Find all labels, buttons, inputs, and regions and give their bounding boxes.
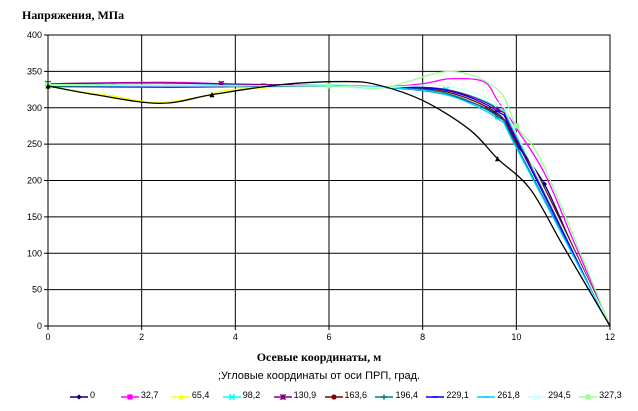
legend-label: 229,1 [446,390,469,400]
data-point [178,394,184,400]
y-tick-label: 100 [27,248,42,258]
legend-label: 0 [90,390,96,400]
data-point [534,393,541,401]
y-tick-label: 400 [27,30,42,40]
x-tick-label: 6 [326,332,331,342]
chart-axes [44,34,611,330]
y-tick-label: 50 [32,285,42,295]
legend-label: 98,2 [242,390,261,400]
y-tick-label: 150 [27,212,42,222]
legend-label: 261,8 [497,390,520,400]
chart-series [44,70,611,327]
data-point [541,181,548,187]
data-point [495,156,501,162]
series-line [47,80,611,327]
data-point [494,100,501,108]
x-tick-label: 8 [420,332,425,342]
series-2 [45,77,611,327]
y-tick-label: 250 [27,139,42,149]
data-point [330,394,337,400]
legend-swatch [375,394,394,400]
legend-swatch [171,394,190,400]
legend-swatch [579,394,598,400]
plot-area-border [47,34,611,327]
chart-legend: 0 32,7 65,4 98,2 130,9 163,6 196,4 229,1 261,8 29… [70,390,630,404]
legend-label: 327,3 [599,390,622,400]
legend-swatch [120,394,139,400]
y-tick-label: 350 [27,66,42,76]
x-tick-label: 4 [233,332,238,342]
legend-swatch [324,394,343,400]
legend-swatch [477,396,496,398]
chart-gridlines [47,34,611,327]
legend-swatch [426,396,445,398]
legend-label: 196,4 [395,390,418,400]
data-point [513,123,519,129]
chart-tick-labels: 0 50 100 150 200 250 300 350 400 0 2 4 6 8 10 12 [27,30,615,342]
data-point [127,394,133,400]
y-tick-label: 200 [27,176,42,186]
legend-label: 65,4 [191,390,210,400]
x-tick-label: 0 [45,332,50,342]
legend-swatch [273,393,292,401]
legend-label: 32,7 [140,390,159,400]
x-tick-label: 12 [605,332,615,342]
data-point [209,92,215,98]
data-point [228,393,235,401]
legend-title: ;Угловые координаты от оси ПРП, град. [217,370,421,382]
data-point [326,83,332,89]
x-axis-label: Осевые координаты, м [256,350,382,364]
data-point [585,394,591,400]
y-tick-label: 300 [27,103,42,113]
legend-swatch [70,394,88,400]
x-tick-label: 2 [139,332,144,342]
y-tick-label: 0 [37,321,42,331]
data-point [279,393,286,401]
legend-label: 294,5 [548,390,571,400]
data-point [381,394,388,400]
legend-label: 163,6 [344,390,368,400]
legend-swatch [222,393,241,401]
data-point [76,394,82,400]
legend-swatch [528,393,547,401]
y-axis-label: Напряжения, МПа [22,8,125,22]
legend-label: 130,9 [293,390,317,400]
x-tick-label: 10 [511,332,521,342]
series-11 [45,70,611,327]
series-line [47,70,611,327]
